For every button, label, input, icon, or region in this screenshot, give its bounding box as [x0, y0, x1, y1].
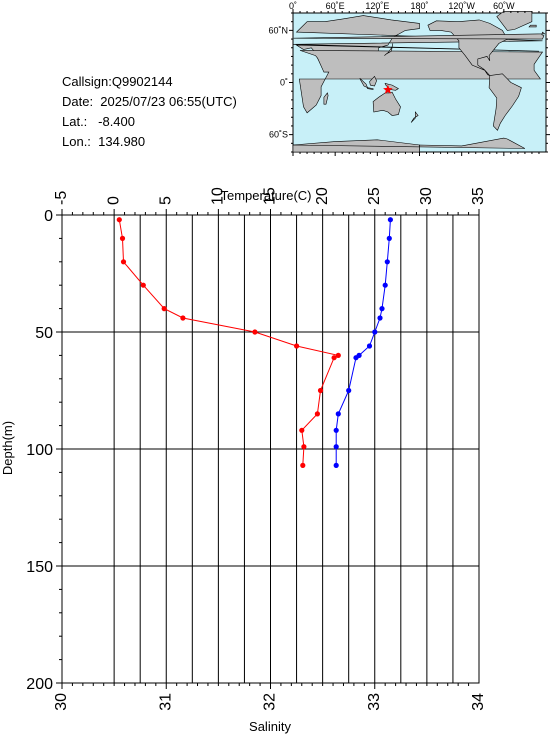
series — [116, 217, 393, 468]
temperature-point — [140, 282, 146, 288]
temperature-point — [161, 306, 167, 312]
top-tick-label: 20 — [314, 187, 331, 205]
land-australia — [372, 91, 401, 116]
map-axis-ticks — [289, 9, 550, 156]
temperature-point — [252, 329, 258, 335]
temperature-point — [116, 217, 122, 223]
land-iceland — [528, 24, 537, 28]
top-tick-label: 5 — [157, 196, 174, 205]
map-lon-label: 180˚ — [410, 1, 428, 11]
top-tick-label: 30 — [418, 187, 435, 205]
map-lat-label: 0˚ — [280, 78, 288, 88]
station-info: Callsign:Q9902144 Date: 2025/07/23 06:55… — [62, 72, 237, 152]
temperature-point — [300, 462, 306, 468]
top-tick-label: -5 — [53, 191, 70, 205]
station-marker — [383, 84, 393, 94]
salinity-line — [335, 219, 391, 466]
map-lon-label: 0˚ — [289, 1, 297, 11]
top-tick-label: 25 — [366, 187, 383, 205]
bottom-tick-label: 32 — [262, 693, 279, 711]
temperature-point — [314, 411, 320, 417]
temperature-point — [317, 387, 324, 394]
longitude-text: Lon.: 134.980 — [62, 134, 146, 149]
salinity-point — [366, 343, 373, 349]
land-africa — [298, 50, 544, 114]
axis-ticks — [56, 209, 480, 689]
salinity-point — [333, 444, 339, 450]
bottom-tick-label: 30 — [53, 693, 70, 711]
map-lat-label: 60˚S — [269, 130, 288, 140]
y-tick-label: 200 — [26, 676, 53, 693]
land-north-america — [427, 19, 508, 76]
temperature-point — [180, 315, 186, 321]
salinity-point — [335, 411, 341, 417]
temperature-point — [301, 444, 307, 450]
top-tick-label: 10 — [210, 187, 227, 205]
map-lat-label: 60˚N — [268, 25, 288, 35]
land-south-america — [488, 73, 522, 131]
y-tick-label: 100 — [26, 442, 53, 459]
temperature-point — [119, 235, 126, 241]
land-new-zealand — [410, 111, 419, 123]
salinity-point — [333, 462, 339, 468]
map-land — [292, 11, 546, 153]
y-tick-label: 150 — [26, 559, 53, 576]
y-tick-label: 50 — [35, 325, 53, 342]
grid — [62, 215, 479, 683]
salinity-point — [333, 427, 339, 433]
temperature-point — [331, 355, 337, 361]
land-madagascar — [323, 92, 329, 105]
salinity-point — [346, 387, 352, 394]
temperature-point — [294, 343, 300, 349]
temperature-point — [335, 352, 341, 358]
top-tick-label: 35 — [470, 187, 487, 205]
y-axis-label: Depth(m) — [0, 421, 15, 475]
bottom-tick-label: 31 — [157, 693, 174, 711]
world-map: 0˚ 60˚E 120˚E 180˚ 120˚W 60˚W 60˚N 0˚ 60˚S — [268, 1, 550, 156]
land-sumatra — [359, 77, 369, 89]
top-tick-label: 0 — [105, 196, 122, 205]
callsign-text: Callsign:Q9902144 — [62, 74, 173, 89]
date-text: Date: 2025/07/23 06:55(UTC) — [62, 94, 237, 109]
salinity-point — [379, 306, 385, 312]
temperature-point — [120, 259, 127, 265]
land-borneo — [369, 75, 377, 87]
y-tick-label: 0 — [44, 208, 53, 225]
bottom-tick-label: 34 — [470, 693, 487, 711]
map-lon-label: 60˚W — [493, 1, 515, 11]
map-lon-label: 120˚E — [365, 1, 389, 11]
top-tick-label: 15 — [262, 187, 279, 205]
salinity-point — [353, 355, 359, 361]
map-lon-label: 60˚E — [326, 1, 345, 11]
salinity-point — [384, 259, 390, 265]
map-axis-labels: 0˚ 60˚E 120˚E 180˚ 120˚W 60˚W 60˚N 0˚ 60˚S — [268, 1, 515, 140]
land-java — [367, 87, 374, 90]
salinity-point — [386, 235, 392, 241]
land-japan — [384, 43, 394, 56]
land-new-guinea — [384, 82, 399, 91]
station-star-icon — [383, 84, 393, 94]
map-lon-label: 120˚W — [448, 1, 475, 11]
latitude-text: Lat.: -8.400 — [62, 114, 135, 129]
temperature-line — [118, 219, 340, 466]
top-axis-label: Temperature(C) — [220, 188, 311, 203]
bottom-tick-label: 33 — [366, 693, 383, 711]
salinity-point — [372, 329, 378, 335]
salinity-point — [387, 217, 393, 223]
land-uk — [293, 31, 546, 40]
salinity-point — [382, 282, 388, 288]
bottom-axis-label: Salinity — [249, 719, 291, 734]
salinity-point — [377, 315, 383, 321]
temperature-point — [299, 427, 305, 433]
